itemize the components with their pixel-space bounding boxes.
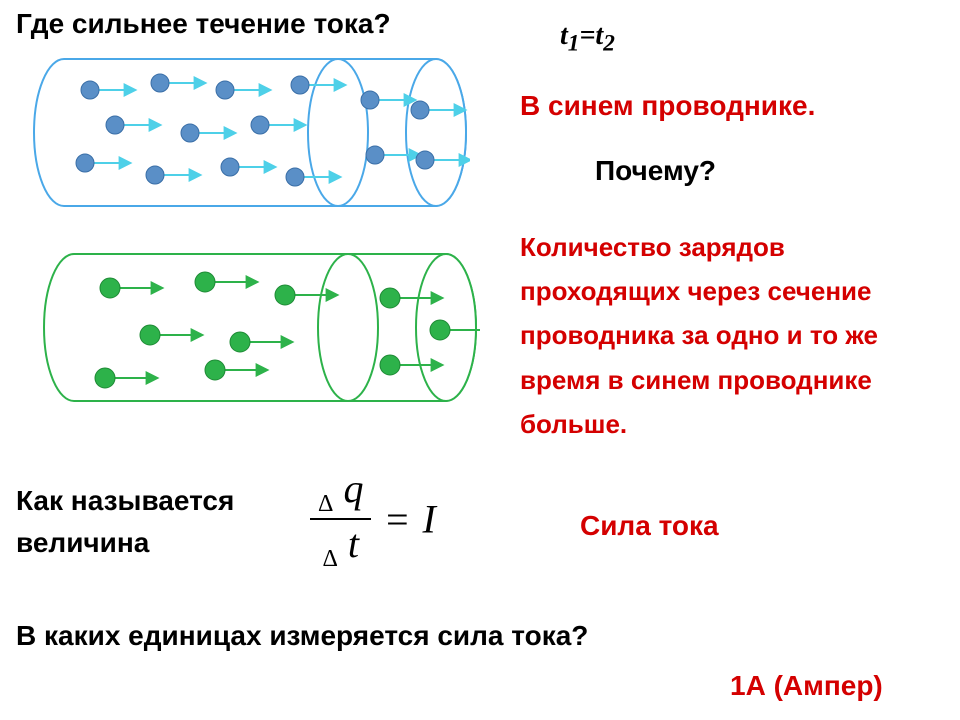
answer-sila-toka: Сила тока [580,510,719,542]
question-why: Почему? [595,155,716,187]
green-conductor-diagram [40,250,480,405]
explanation-text: Количество зарядовпроходящих через сечен… [520,225,878,446]
quantity-label: Как называетсявеличина [16,480,234,564]
question-title: Где сильнее течение тока? [16,8,391,40]
current-formula: Δ qΔ t=I [310,465,436,573]
units-question: В каких единицах измеряется сила тока? [16,620,588,652]
blue-conductor-diagram [30,55,470,210]
answer-blue: В синем проводнике. [520,90,815,122]
units-answer: 1А (Ампер) [730,670,883,702]
time-equation: t1=t2 [560,20,615,58]
